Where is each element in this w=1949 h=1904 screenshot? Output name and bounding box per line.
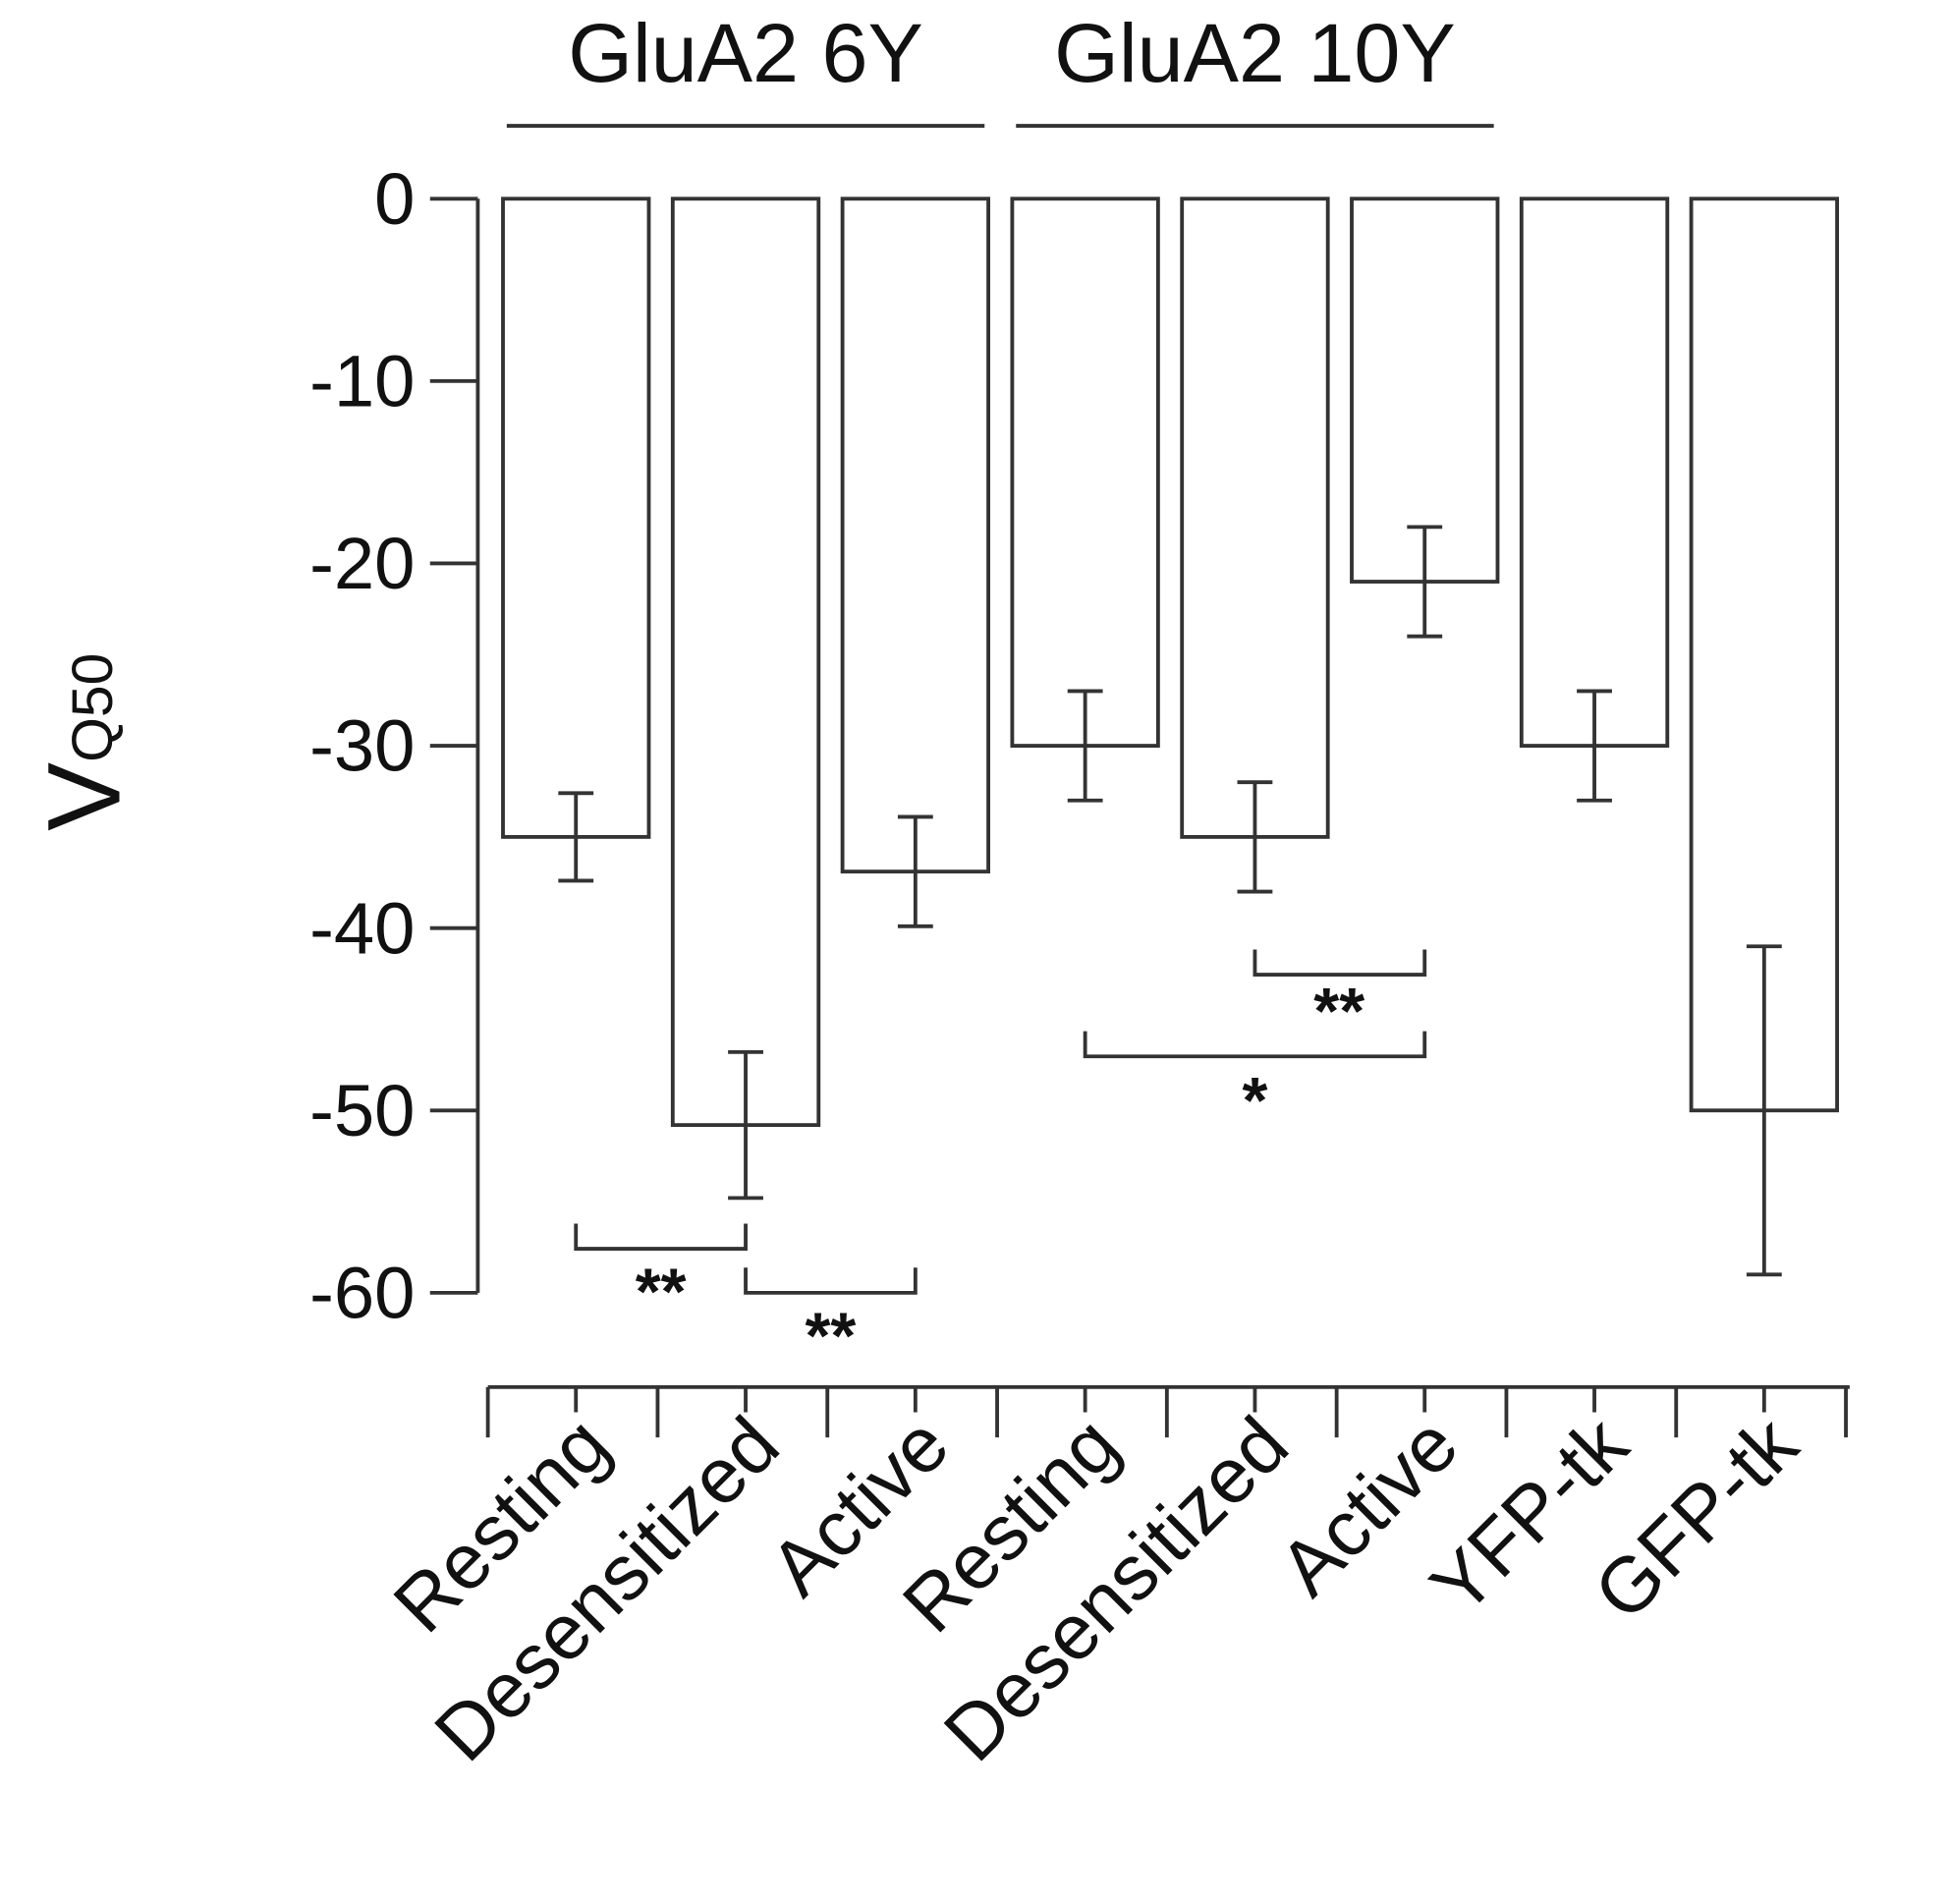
significance-label: *	[1242, 1065, 1267, 1138]
y-tick-label: -10	[309, 340, 415, 421]
significance-bracket	[1083, 1031, 1427, 1059]
significance-bracket	[574, 1223, 748, 1251]
y-tick-label: -60	[309, 1252, 415, 1333]
y-tick-label: -20	[309, 523, 415, 604]
y-tick-label: -50	[309, 1070, 415, 1151]
bar	[1350, 196, 1500, 584]
y-label-sub: Q50	[61, 653, 125, 762]
significance-bracket	[744, 1267, 918, 1295]
significance-label: **	[636, 1257, 687, 1329]
y-tick-label: -40	[309, 887, 415, 969]
group-label: GluA2 6Y	[568, 7, 923, 99]
significance-label: **	[806, 1300, 857, 1372]
y-tick-label: 0	[374, 158, 415, 240]
y-label-main: V	[28, 762, 142, 831]
bar	[1010, 196, 1160, 748]
bar	[1180, 196, 1330, 839]
bar	[840, 196, 990, 874]
bar	[1519, 196, 1670, 748]
group-label: GluA2 10Y	[1054, 7, 1456, 99]
bar	[670, 196, 821, 1128]
y-axis-label: VQ50	[28, 653, 142, 831]
bar	[501, 196, 651, 839]
significance-label: **	[1313, 976, 1364, 1048]
y-tick-label: -30	[309, 705, 415, 787]
significance-bracket	[1253, 949, 1427, 977]
